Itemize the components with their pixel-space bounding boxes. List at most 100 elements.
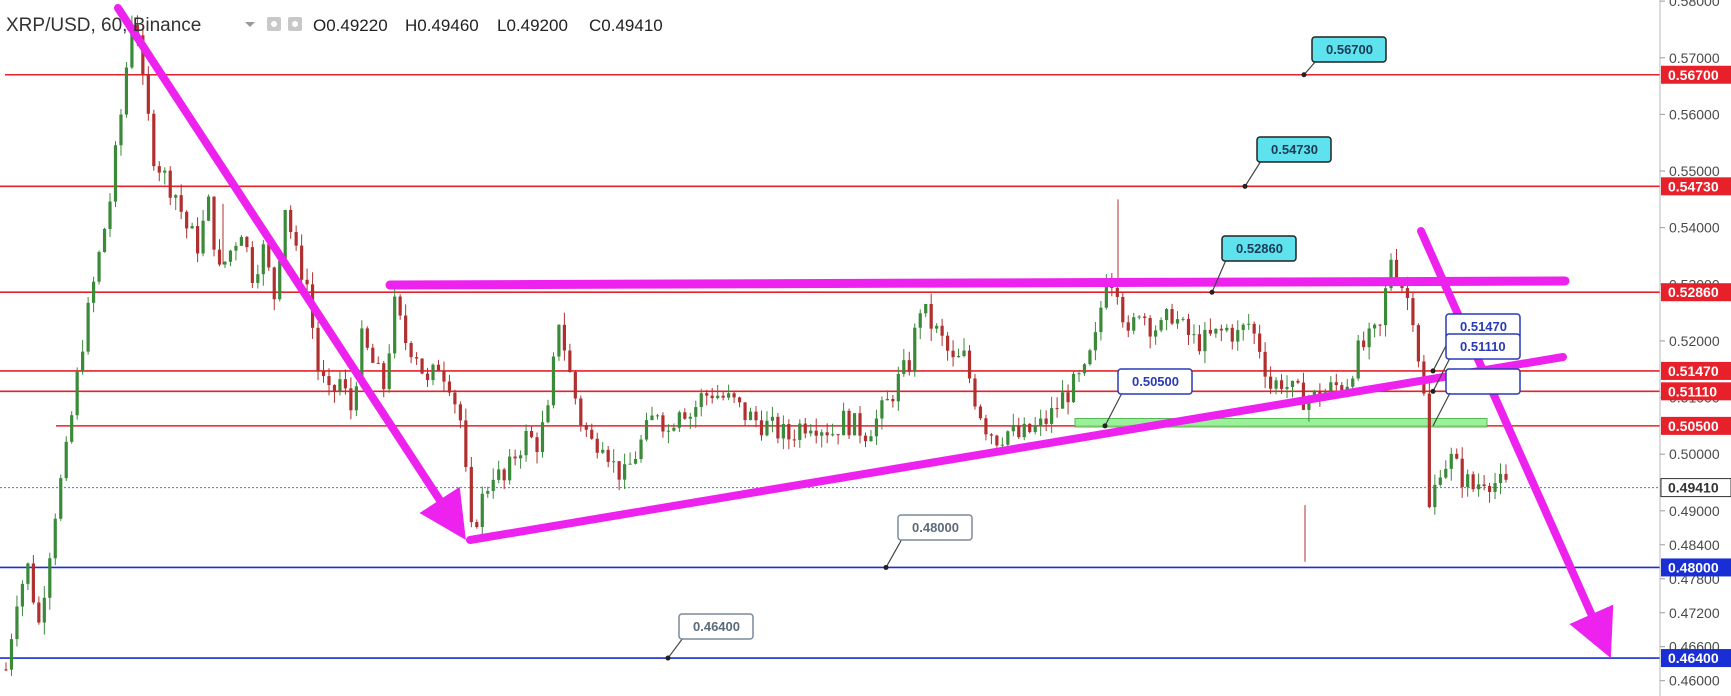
candle-body [913,327,917,372]
candle-body [1082,364,1087,374]
candle-body [989,434,994,436]
symbol-title[interactable]: XRP/USD, 60, Binance [6,15,201,36]
candle-body [393,296,397,354]
candle-body [1471,474,1475,490]
candle-body [256,274,260,283]
candle-body [1389,259,1393,289]
callout-label: 0.46400 [693,619,740,634]
candle-body [918,313,922,328]
callout-pointer [1432,357,1451,392]
candle-body [491,479,495,492]
candle-body [869,436,873,442]
callout-0.51110[interactable] [1445,333,1521,360]
callout-0.48000[interactable] [897,514,973,541]
candle-body [1340,385,1344,391]
candle-body [1050,408,1054,424]
candle-body [272,267,276,300]
candle-body [650,415,654,421]
candle-body [716,395,720,399]
candle-body [185,211,189,229]
candle-body [1093,332,1098,351]
ohlc-readout: O0.49220 H0.49460 L0.49200 C0.49410 [313,16,663,35]
candle-body [1449,453,1453,469]
candle-body [1285,386,1289,389]
candle-body [940,325,944,336]
candle-body [573,371,577,399]
candle-body [1487,486,1492,492]
callout-anchor [1209,289,1215,295]
price-tag-0.52860 [1661,283,1731,302]
candle-body [1104,283,1108,308]
candle-body [294,232,298,246]
callout-pointer [1244,160,1262,187]
candle-body [956,355,961,358]
candle-body [376,362,380,364]
candle-body [1164,309,1169,321]
candle-body [108,201,112,229]
callout-pointer [1303,60,1317,76]
candle-body [163,170,167,173]
candle-body [984,418,988,435]
price-tag-0.48000 [1661,558,1731,577]
y-axis-tick-label: 0.58000 [1669,0,1720,9]
candle-body [699,393,703,408]
ohlc-l-value: L0.49200 [497,16,568,35]
callout-0.50500[interactable] [1117,368,1193,395]
candle-body [874,418,879,437]
candle-body [239,236,244,246]
candle-body [1121,296,1125,323]
candle-body [907,360,911,372]
candle-body [135,24,139,36]
candle-body [1039,418,1043,426]
candle-body [349,388,353,411]
candle-body [1186,318,1191,336]
candle-body [623,464,627,480]
candle-body [1460,458,1464,487]
candle-body [557,324,561,357]
callout-0.52860[interactable] [1221,235,1297,262]
candle-body [37,602,41,623]
candle-body [316,327,320,372]
candle-body [841,410,846,436]
candle-body [1236,329,1240,342]
candle-body [1159,320,1163,331]
candle-body [639,439,643,460]
last-price-tag [1660,478,1731,498]
callout-0.54730[interactable] [1256,136,1332,163]
candle-body [267,244,271,268]
candle-body [480,493,484,528]
candle-body [798,423,802,440]
price-tag-0.51110 [1661,382,1731,401]
candle-body [75,371,79,416]
chevron-down-icon[interactable] [245,22,255,27]
candle-body [1329,382,1333,393]
candle-body [1148,318,1152,337]
candle-body [863,435,868,442]
callout-0.46400[interactable] [678,613,754,640]
candle-body [579,398,583,426]
y-axis-tick-label: 0.57000 [1669,50,1720,66]
price-tag-0.50500 [1661,416,1731,435]
callout-anchor [665,655,671,661]
candle-body [289,209,293,233]
candle-body [475,522,479,528]
price-axis-tags: 0.56700 0.54730 0.52860 0.51470 0.51110 0.505… [1660,65,1731,668]
candle-body [1307,398,1311,410]
candle-body [278,260,282,300]
y-axis-tick-label: 0.46000 [1669,673,1720,689]
candle-body [885,398,889,401]
candle-body [880,400,884,419]
candle-body [91,281,96,303]
candle-body [102,228,107,253]
candle-body [1345,386,1349,391]
price-tag-label: 0.56700 [1668,67,1719,83]
demand-zone [1074,418,1488,428]
candle-body [902,360,906,374]
y-axis-tick-label: 0.52000 [1669,333,1720,349]
candle-body [831,434,835,436]
candle-body [86,302,90,352]
candle-body [858,413,862,436]
candle-body [809,430,813,434]
callout-0.56700[interactable] [1311,36,1387,63]
candle-body [551,356,556,406]
